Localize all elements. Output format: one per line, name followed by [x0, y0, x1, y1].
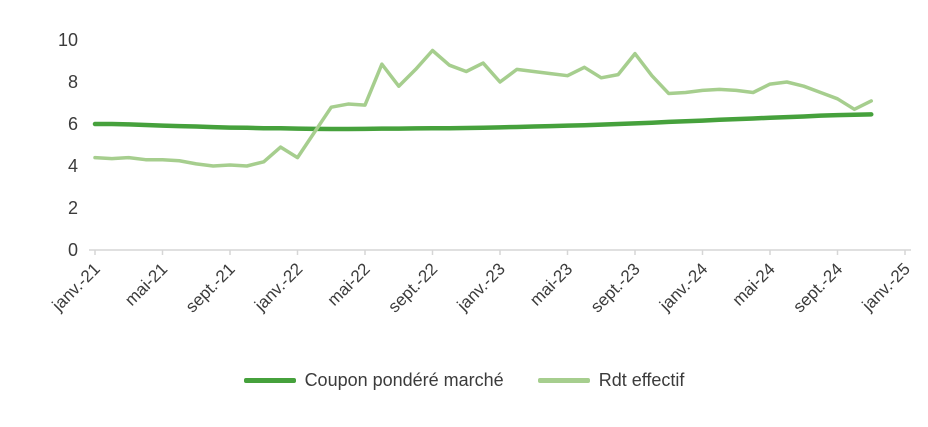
chart-svg: 0 2 4 6 8 10 janv.-21 mai-21 sept.-21 janv.-22 mai…: [48, 30, 914, 316]
legend-item-rdt[interactable]: Rdt effectif: [537, 370, 685, 391]
x-tick-label: janv.-22: [250, 259, 306, 315]
x-tick-label: janv.-21: [48, 259, 104, 315]
legend-swatch-coupon-line: [243, 378, 296, 383]
x-tick-label: janv.-23: [453, 259, 509, 315]
y-tick-label: 8: [68, 72, 78, 92]
legend-swatch-rdt-line: [537, 378, 590, 383]
legend: Coupon pondéré marché Rdt effectif: [0, 370, 928, 391]
x-tick-label: janv.-25: [858, 259, 914, 315]
legend-item-coupon[interactable]: Coupon pondéré marché: [243, 370, 504, 391]
series-line-coupon[interactable]: [92, 112, 874, 132]
legend-label-rdt: Rdt effectif: [598, 370, 685, 390]
x-tick-label: sept.-24: [789, 259, 846, 316]
y-tick-label: 4: [68, 156, 78, 176]
x-tick-label: mai-23: [526, 259, 576, 309]
y-tick-label: 2: [68, 198, 78, 218]
x-tick-label: janv.-24: [655, 259, 711, 315]
x-tick-label: sept.-22: [384, 259, 441, 316]
x-tick-label: mai-24: [729, 259, 779, 309]
x-tick-label: mai-21: [121, 259, 171, 309]
legend-label-coupon: Coupon pondéré marché: [304, 370, 504, 390]
x-tick-label: sept.-23: [587, 259, 644, 316]
series-line-rdt[interactable]: [93, 48, 873, 168]
y-tick-label: 10: [58, 30, 78, 50]
y-tick-label: 0: [68, 240, 78, 260]
y-tick-label: 6: [68, 114, 78, 134]
x-tick-label: mai-22: [324, 259, 374, 309]
x-tick-label: sept.-21: [182, 259, 239, 316]
